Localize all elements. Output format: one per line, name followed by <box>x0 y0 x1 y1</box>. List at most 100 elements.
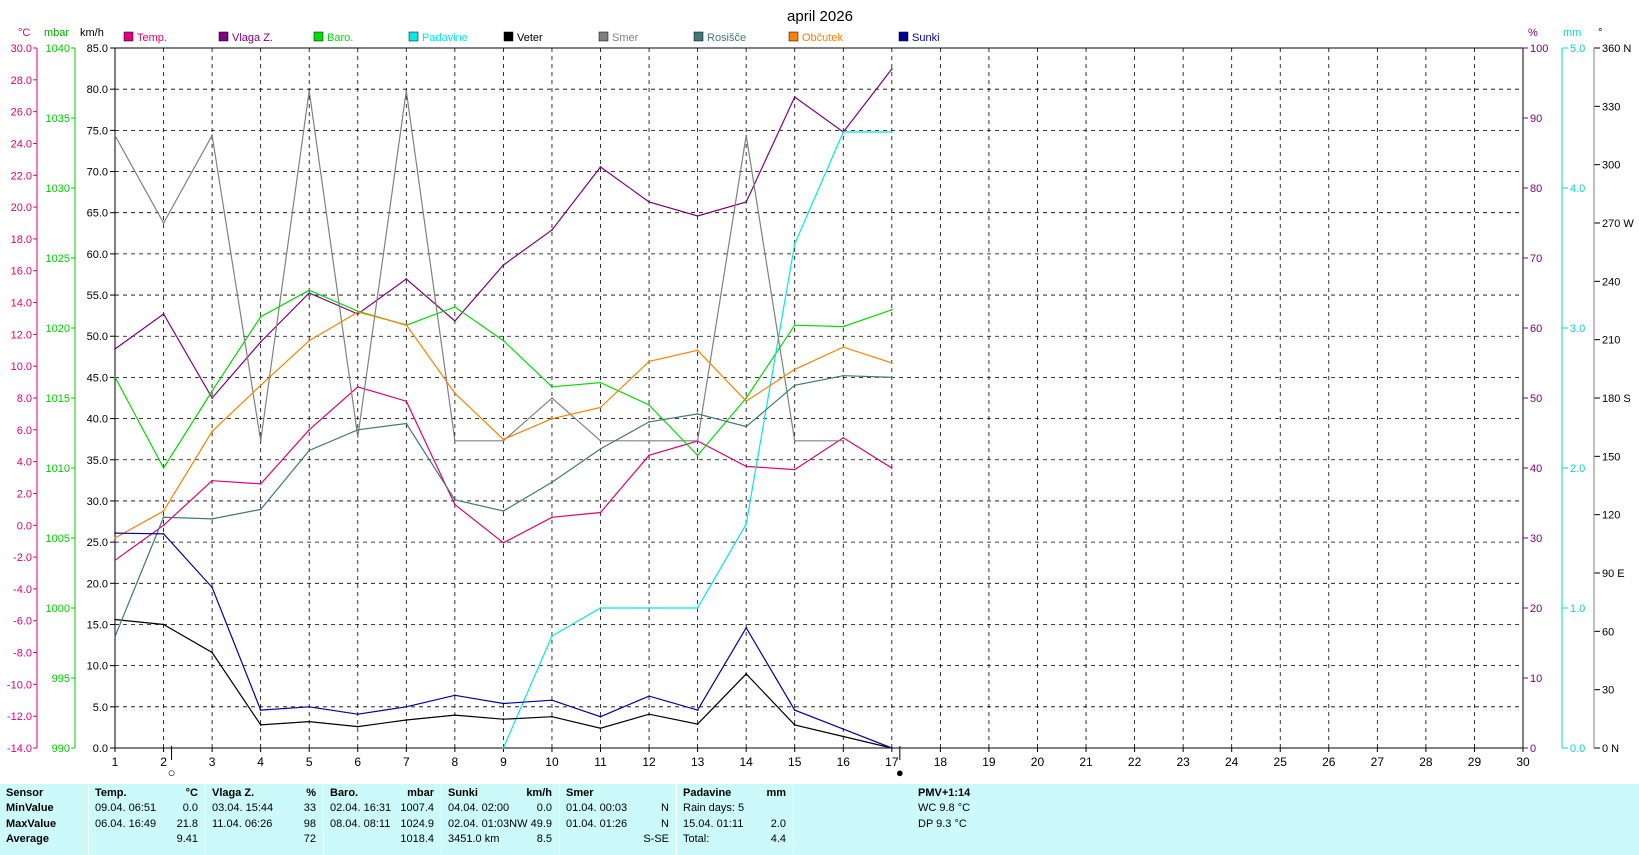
series-point-baro <box>793 324 796 327</box>
x-tick-label: 20 <box>1031 755 1045 769</box>
rain-axis-label: 1.0 <box>1570 603 1585 615</box>
series-point-padavine <box>502 747 505 749</box>
x-tick-label: 3 <box>209 755 216 769</box>
x-tick-label: 7 <box>403 755 410 769</box>
series-point-vlaga-z <box>599 166 602 168</box>
wind-axis-label: 25.0 <box>87 537 108 549</box>
stats-gust-max: 49.9 <box>530 818 552 830</box>
stats-hum-min: 33 <box>303 802 316 814</box>
stats-table: Sensor MinValue MaxValue Average Temp. °… <box>0 784 1639 855</box>
moon-marker: ● <box>896 765 904 780</box>
temp-axis-label: -10.0 <box>7 679 32 691</box>
stats-unit-hum: % <box>306 787 316 799</box>
stats-rain-max-time: 15.04. 01:11 <box>683 818 744 830</box>
x-tick-label: 4 <box>257 755 264 769</box>
series-point-padavine <box>793 243 796 245</box>
series-point-rosi-e <box>308 449 311 452</box>
series-point-baro <box>696 454 699 457</box>
stats-row-max: MaxValue <box>6 818 57 830</box>
series-point-sunki <box>405 705 408 708</box>
stats-hum-avg: 72 <box>303 833 316 845</box>
x-tick-label: 28 <box>1419 755 1433 769</box>
series-point-baro <box>114 376 116 378</box>
stats-gust-distance: 3451.0 km <box>448 833 500 845</box>
wind-axis-label: 80.0 <box>87 84 108 96</box>
dir-axis-label: 120 <box>1602 510 1620 522</box>
wind-axis-label: 85.0 <box>87 43 108 55</box>
series-point-padavine <box>648 607 650 609</box>
legend-swatch <box>123 31 134 42</box>
temp-axis-label: 18.0 <box>11 234 32 246</box>
x-tick-label: 17 <box>885 755 899 769</box>
series-point-temp <box>211 479 214 482</box>
series-point-sunki <box>114 532 116 534</box>
series-point-rosi-e <box>114 635 116 638</box>
series-point-baro <box>648 404 650 406</box>
legend-swatch <box>218 31 229 42</box>
temp-axis-label: 12.0 <box>11 329 32 341</box>
stats-dir-max: N <box>661 818 669 830</box>
series-point-smer <box>211 134 214 137</box>
dir-axis-label: 330 <box>1602 101 1620 113</box>
moon-marker: ○ <box>168 765 176 780</box>
series-point-smer <box>162 222 165 224</box>
stats-baro-min-time: 02.04. 16:31 <box>330 802 392 814</box>
series-point-ob-utek <box>308 339 311 342</box>
stats-rain-total: 4.4 <box>770 833 786 845</box>
temp-axis-label: 16.0 <box>11 266 32 278</box>
series-point-temp <box>599 511 602 514</box>
series-point-vlaga-z <box>405 278 408 280</box>
baro-axis-label: 1015 <box>46 393 70 405</box>
wind-axis-label: 60.0 <box>87 249 108 261</box>
series-point-rosi-e <box>793 384 796 387</box>
stats-header-sensor: Sensor <box>6 787 44 799</box>
series-point-smer <box>793 439 796 442</box>
series-point-baro <box>211 390 214 392</box>
stats-pmv: PMV+1:14 <box>918 787 971 799</box>
series-point-smer <box>259 439 262 442</box>
temp-axis-label: -8.0 <box>13 648 32 660</box>
series-point-vlaga-z <box>551 229 553 231</box>
rain-axis-label: 3.0 <box>1570 323 1585 335</box>
rain-axis-label: 5.0 <box>1570 43 1585 55</box>
series-point-smer <box>356 435 359 438</box>
temp-unit-label: °C <box>18 27 30 39</box>
series-point-sunki <box>793 709 796 712</box>
dir-axis-label: 150 <box>1602 451 1620 463</box>
dir-axis-label: 180 S <box>1602 393 1631 405</box>
baro-axis-label: 990 <box>52 743 70 755</box>
legend-label: Vlaga Z. <box>232 32 273 44</box>
series-point-veter <box>745 672 748 675</box>
x-tick-label: 6 <box>354 755 361 769</box>
series-point-temp <box>745 465 748 468</box>
stats-header-dir: Smer <box>566 787 594 799</box>
series-point-ob-utek <box>502 438 505 441</box>
series-point-vlaga-z <box>502 264 505 266</box>
hum-axis-label: 90 <box>1530 113 1542 125</box>
x-tick-label: 26 <box>1322 755 1336 769</box>
series-point-ob-utek <box>745 400 748 403</box>
series-point-padavine <box>696 607 699 609</box>
series-point-veter <box>842 735 845 738</box>
wind-axis-label: 30.0 <box>87 496 108 508</box>
dir-axis-label: 270 W <box>1602 218 1634 230</box>
series-point-rosi-e <box>599 448 602 450</box>
series-point-baro <box>842 325 845 328</box>
series-point-ob-utek <box>211 430 214 433</box>
x-tick-label: 16 <box>837 755 851 769</box>
series-point-sunki <box>551 699 553 702</box>
series-point-sunki <box>356 713 359 716</box>
series-point-baro <box>502 339 505 342</box>
series-point-vlaga-z <box>696 215 699 217</box>
stats-col-dir: Smer 01.04. 00:03 N 01.04. 01:26 N S-SE <box>559 784 677 855</box>
series-point-rosi-e <box>648 420 650 423</box>
stats-temp-min-time: 09.04. 06:51 <box>95 802 157 814</box>
series-point-rosi-e <box>890 376 893 379</box>
series-point-sunki <box>599 715 602 718</box>
dir-axis-label: 0 N <box>1602 743 1619 755</box>
dir-axis-label: 360 N <box>1602 43 1631 55</box>
wind-axis-label: 35.0 <box>87 455 108 467</box>
stats-dir-min-time: 01.04. 00:03 <box>566 802 628 814</box>
series-point-ob-utek <box>114 537 116 539</box>
hum-axis-label: 30 <box>1530 533 1542 545</box>
